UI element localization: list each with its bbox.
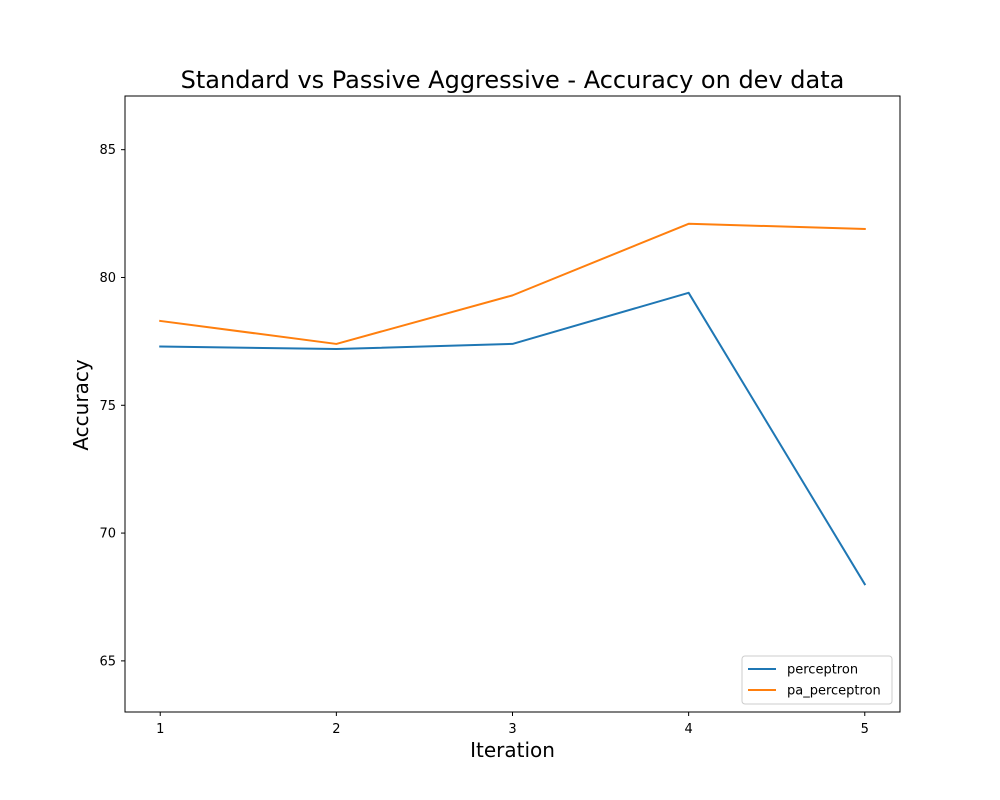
y-axis-title: Accuracy — [69, 359, 93, 450]
x-tick-label: 2 — [332, 722, 340, 737]
y-axis-ticks: 65 70 75 80 85 — [99, 143, 125, 669]
series-line-perceptron — [159, 291, 867, 586]
y-tick-label: 85 — [99, 143, 116, 158]
chart-title: Standard vs Passive Aggressive - Accurac… — [181, 66, 845, 94]
y-tick-label: 75 — [99, 399, 116, 414]
y-tick-label: 80 — [99, 271, 116, 286]
y-tick-label: 65 — [99, 654, 116, 669]
x-tick-label: 4 — [684, 722, 692, 737]
axes-frame — [124, 95, 901, 713]
legend-label: perceptron — [787, 663, 858, 678]
x-tick-label: 5 — [861, 722, 869, 737]
x-tick-label: 3 — [508, 722, 516, 737]
x-tick-label: 1 — [156, 722, 164, 737]
legend-box — [741, 655, 893, 705]
legend-label: pa_perceptron — [787, 684, 881, 699]
series-lines — [159, 222, 867, 586]
series-line-pa-perceptron — [159, 222, 866, 345]
legend: perceptron pa_perceptron — [741, 655, 893, 705]
y-tick-label: 70 — [99, 527, 116, 542]
x-axis-ticks: 1 2 3 4 5 — [156, 712, 869, 737]
x-axis-title: Iteration — [470, 738, 555, 762]
